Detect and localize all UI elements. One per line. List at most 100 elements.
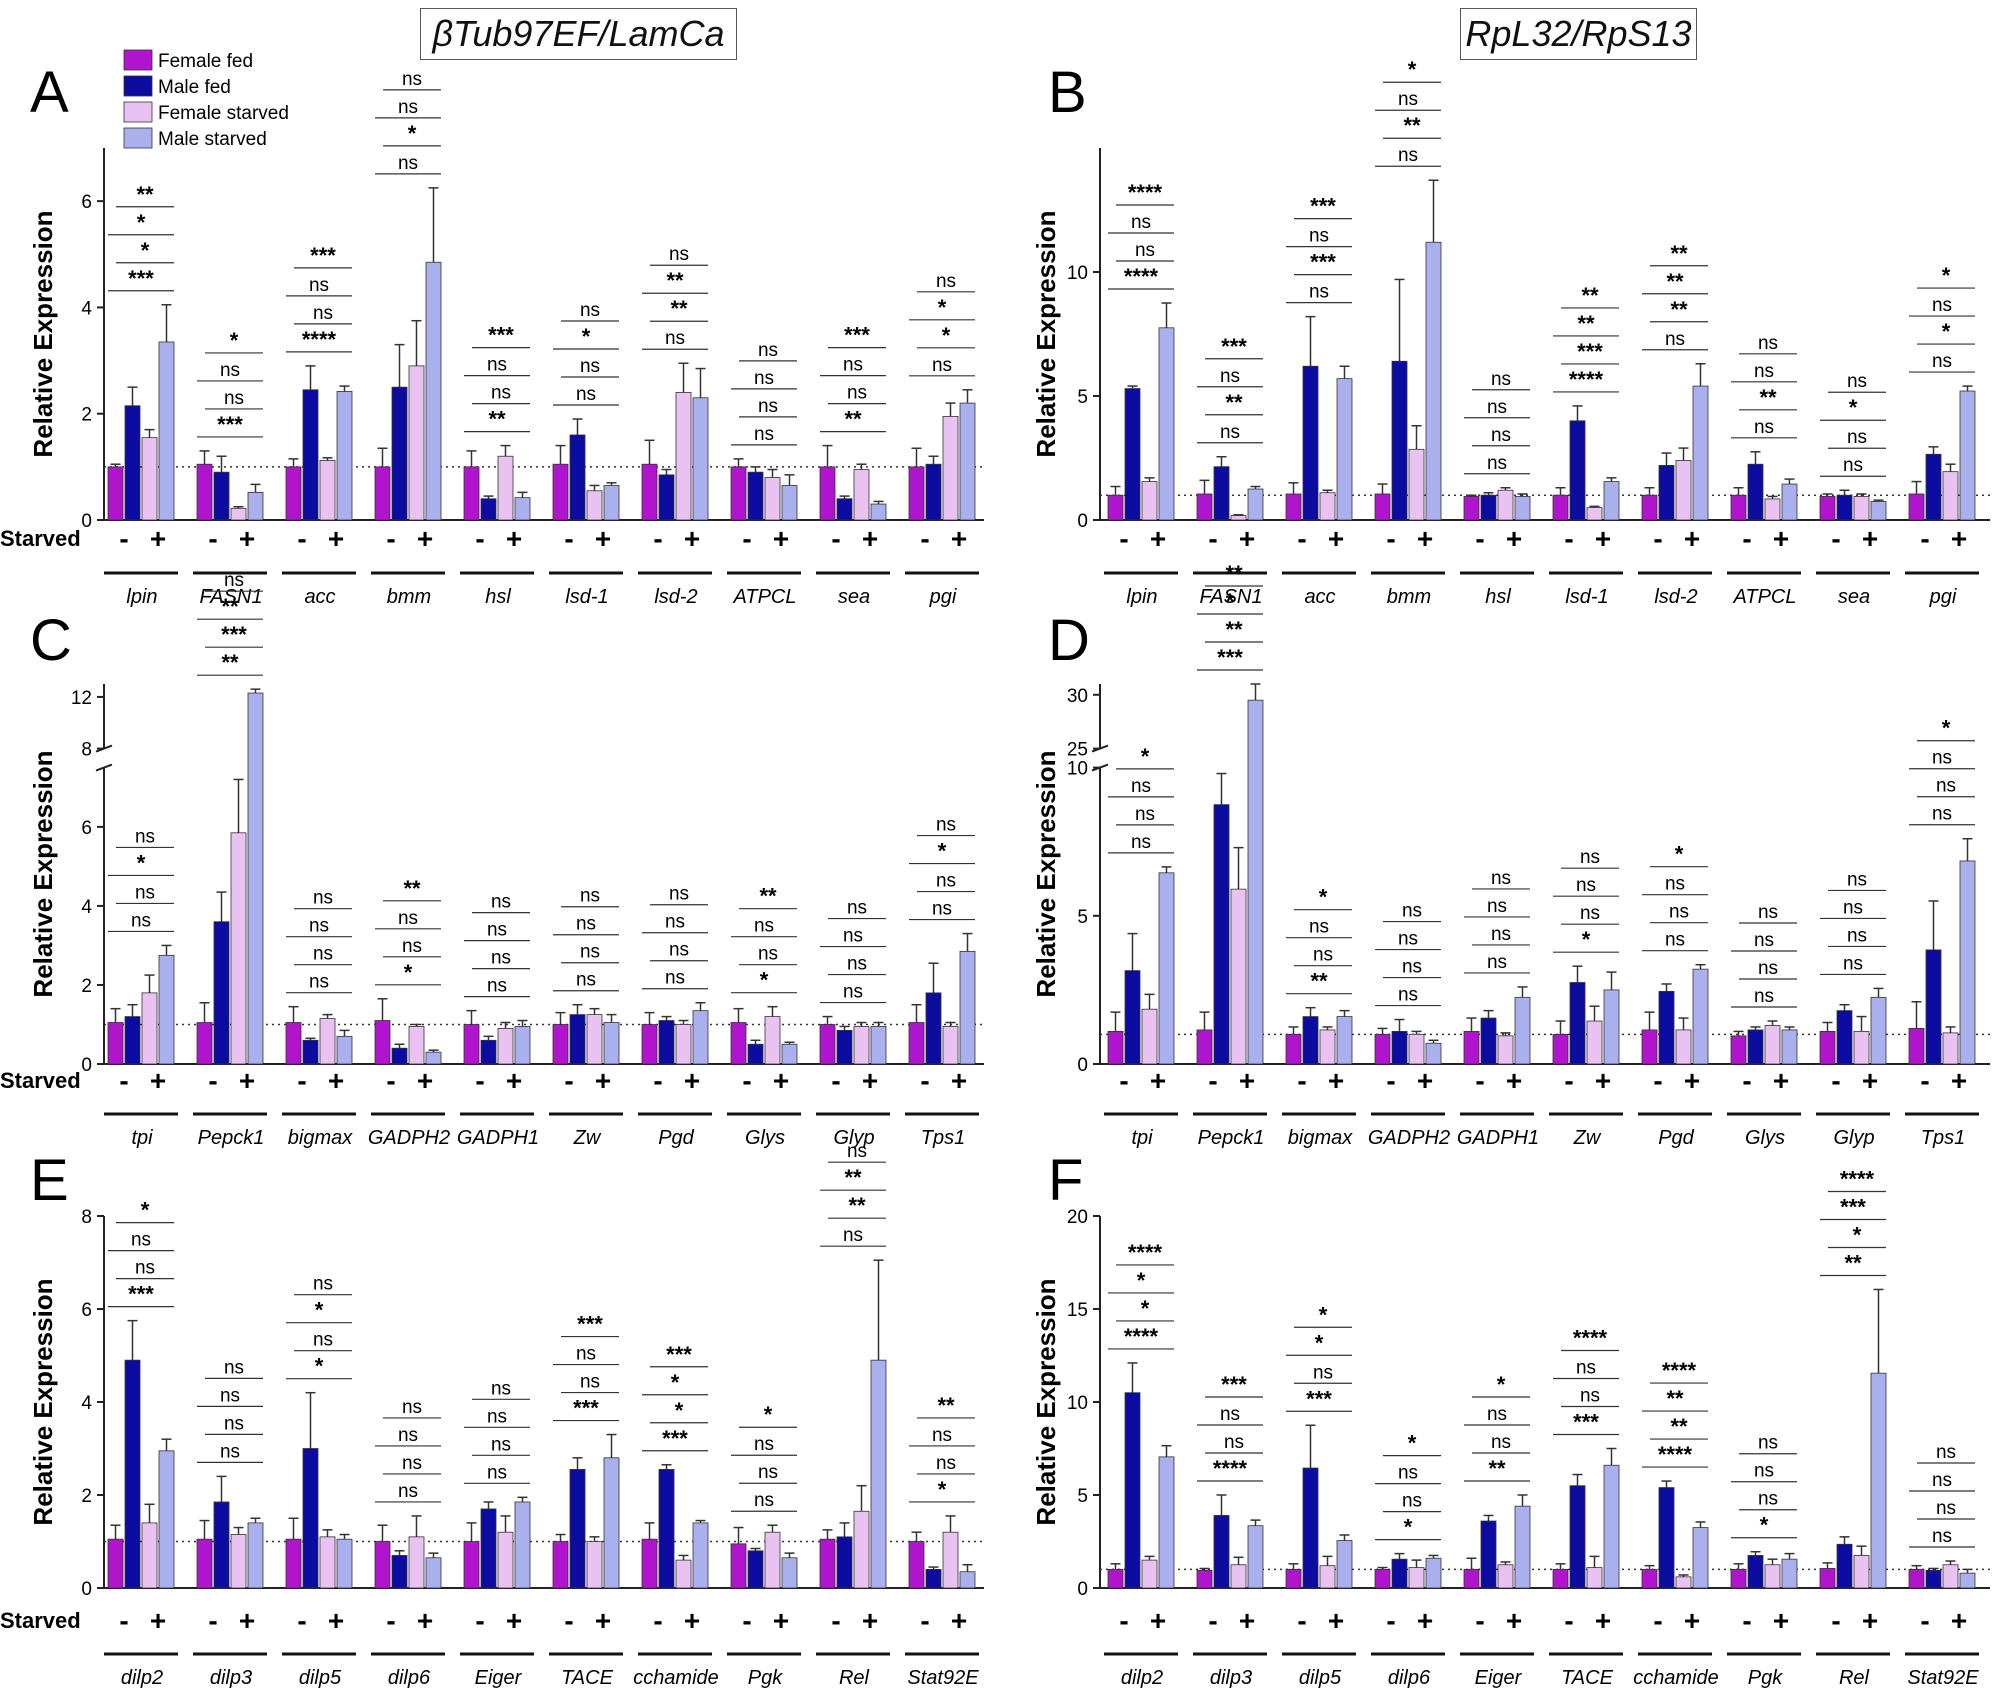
significance-label: ns (1402, 1491, 1422, 1512)
legend-label-3: Male starved (158, 129, 267, 150)
starved-minus: - (1653, 1605, 1662, 1636)
bar-f-Eiger-0 (1463, 1569, 1480, 1589)
starved-minus: - (1564, 523, 1573, 554)
bar-d-Glyp-3 (1870, 996, 1887, 1065)
bar-e-Eiger-1 (480, 1508, 497, 1589)
starved-minus: - (1208, 1065, 1217, 1096)
significance-label: **** (1569, 367, 1604, 392)
starved-plus: + (150, 1605, 166, 1636)
significance-label: ns (224, 570, 244, 591)
y-tick-label: 6 (81, 192, 92, 213)
significance-label: * (675, 1398, 684, 1423)
starved-minus: - (386, 1065, 395, 1096)
starved-minus: - (475, 1065, 484, 1096)
bar-a-pgi-0 (908, 466, 925, 521)
significance-label: ** (1670, 241, 1688, 266)
significance-label: * (137, 850, 146, 875)
bar-e-dilp3-1 (213, 1501, 230, 1589)
bar-c-GADPH2-3 (425, 1051, 442, 1065)
bar-b-sea-1 (1836, 494, 1853, 521)
bar-e-TACE-3 (603, 1457, 620, 1589)
category-label-tpi: tpi (1131, 1127, 1153, 1149)
starved-minus: - (1386, 1065, 1395, 1096)
bar-f-dilp3-0 (1196, 1569, 1213, 1589)
bar-f-dilp6-2 (1408, 1567, 1425, 1589)
significance-label: ** (221, 594, 239, 619)
bar-f-dilp5-1 (1302, 1467, 1319, 1589)
significance-label: ns (1491, 369, 1511, 390)
significance-label: ns (135, 882, 155, 903)
bar-b-pgi-2 (1942, 471, 1959, 521)
bar-f-Rel-1 (1836, 1543, 1853, 1589)
bar-a-acc-0 (285, 466, 302, 521)
significance-label: ns (1487, 397, 1507, 418)
axis-break-mark (95, 763, 113, 772)
significance-label: **** (1128, 1240, 1163, 1265)
y-axis-label: Relative Expression (28, 210, 58, 457)
significance-label: * (1497, 1372, 1506, 1397)
bar-d-Glyp-2 (1853, 1030, 1870, 1065)
bar-c-bigmax-0 (285, 1022, 302, 1065)
significance-label: ns (1398, 1463, 1418, 1484)
category-label-ATPCL: ATPCL (733, 586, 797, 608)
starved-plus: + (1595, 523, 1611, 554)
significance-label: ns (1758, 1489, 1778, 1510)
bar-d-GADPH2-0 (1374, 1033, 1391, 1065)
significance-label: ns (754, 1434, 774, 1455)
significance-label: ns (398, 97, 418, 118)
bar-c-Zw-0 (552, 1024, 569, 1065)
y-tick-label: 0 (1077, 1579, 1088, 1600)
category-label-sea: sea (1838, 586, 1870, 608)
significance-label: ** (1670, 297, 1688, 322)
starved-plus: + (328, 1605, 344, 1636)
significance-label: ns (1398, 929, 1418, 950)
bar-f-Pgk-1 (1747, 1555, 1764, 1589)
significance-label: ns (1576, 1358, 1596, 1379)
starved-plus: + (1951, 523, 1967, 554)
significance-label: ns (487, 920, 507, 941)
significance-label: ns (1580, 847, 1600, 868)
significance-label: * (1315, 1330, 1324, 1355)
significance-label: ** (1577, 311, 1595, 336)
bar-e-Eiger-3 (514, 1501, 531, 1589)
category-label-lpin: lpin (1126, 586, 1157, 608)
starved-minus: - (297, 1065, 306, 1096)
starved-minus: - (653, 523, 662, 554)
starved-plus: + (1773, 1065, 1789, 1096)
significance-label: ns (580, 886, 600, 907)
starved-plus: + (150, 523, 166, 554)
starved-plus: + (595, 1065, 611, 1096)
bar-d-Tps1-0 (1908, 1028, 1925, 1065)
bar-e-Rel-1 (836, 1536, 853, 1589)
y-tick-label: 10 (1067, 263, 1088, 284)
bar-e-TACE-2 (586, 1541, 603, 1589)
category-label-acc: acc (1304, 586, 1335, 608)
bar-f-cchamide-0 (1641, 1569, 1658, 1589)
significance-label: * (1582, 927, 1591, 952)
bar-e-cchamide-2 (675, 1559, 692, 1589)
bar-c-tpi-3 (158, 954, 175, 1065)
category-label-FASN1: FASN1 (1200, 586, 1263, 608)
y-tick-label: 30 (1067, 686, 1088, 707)
starved-minus: - (1831, 1605, 1840, 1636)
bar-f-dilp2-3 (1158, 1456, 1175, 1589)
significance-label: * (938, 839, 947, 864)
starved-plus: + (1862, 523, 1878, 554)
significance-label: ns (313, 888, 333, 909)
bar-d-Pepck1-1 (1213, 804, 1230, 1065)
bar-b-lsd-2-3 (1692, 385, 1709, 521)
significance-label: ** (1670, 1414, 1688, 1439)
starved-minus: - (1564, 1065, 1573, 1096)
bar-f-dilp2-2 (1141, 1559, 1158, 1589)
significance-label: * (1319, 1302, 1328, 1327)
starved-plus: + (417, 1605, 433, 1636)
starved-plus: + (862, 1605, 878, 1636)
bar-d-GADPH2-2 (1408, 1033, 1425, 1065)
starved-plus: + (1328, 1065, 1344, 1096)
starved-plus: + (506, 1605, 522, 1636)
y-tick-label: 10 (1067, 1393, 1088, 1414)
bar-c-GADPH2-2 (408, 1026, 425, 1065)
significance-label: ns (398, 153, 418, 174)
bar-d-Pepck1-2 (1230, 888, 1247, 1065)
significance-label: ns (1932, 295, 1952, 316)
